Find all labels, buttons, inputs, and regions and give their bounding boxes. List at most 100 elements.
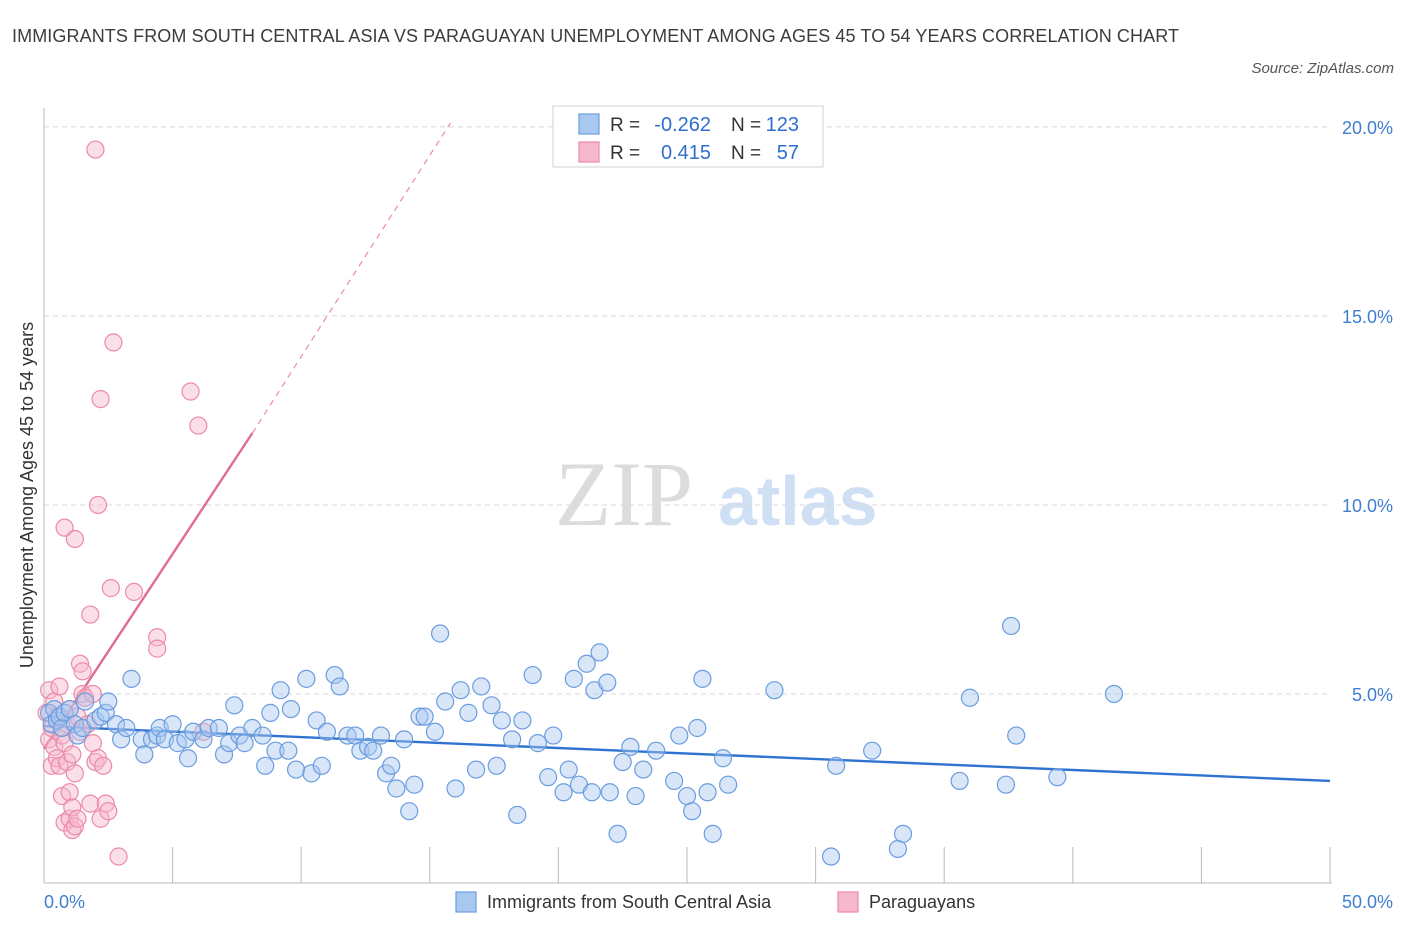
south-central-asia-point [425, 722, 445, 741]
paraguayan-point [86, 140, 105, 159]
paraguayan-point [91, 389, 110, 409]
south-central-asia-point [451, 681, 470, 700]
paraguayan-point [83, 684, 102, 704]
paraguayan-point [73, 662, 92, 681]
south-central-asia-point [863, 741, 882, 760]
south-central-asia-point [647, 741, 666, 760]
south-central-asia-point [621, 737, 640, 757]
south-central-asia-points [40, 616, 1124, 866]
paraguayan-point [63, 745, 82, 764]
south-central-asia-point [330, 677, 349, 696]
south-central-asia-point [117, 718, 136, 738]
south-central-asia-point [297, 669, 316, 688]
south-central-asia-point [382, 756, 401, 775]
south-central-asia-point [446, 779, 465, 798]
watermark-zip: ZIP [555, 443, 693, 545]
south-central-asia-point [307, 711, 326, 730]
paraguayan-point [65, 529, 84, 549]
south-central-asia-point [582, 783, 601, 802]
south-central-asia-point [1007, 726, 1026, 745]
south-central-asia-point [256, 756, 275, 775]
south-central-asia-point [317, 722, 337, 741]
paraguayan-trend-line [42, 432, 254, 750]
south-central-asia-point [1001, 616, 1021, 636]
paraguayan-point [94, 756, 113, 775]
south-central-asia-point [430, 624, 450, 643]
south-central-asia-point [266, 741, 285, 760]
y-tick-label: 5.0% [1352, 685, 1393, 705]
south-central-asia-point [608, 824, 627, 843]
south-central-asia-point [683, 802, 702, 821]
y-tick-labels: 5.0% 10.0% 15.0% 20.0% [1342, 118, 1393, 705]
south-central-asia-point [302, 764, 321, 783]
legend-r-label-1: R = [610, 115, 640, 136]
south-central-asia-point [950, 771, 969, 791]
south-central-asia-point [279, 741, 298, 760]
south-central-asia-point [703, 824, 722, 843]
south-central-asia-point [523, 665, 542, 685]
south-central-asia-point [693, 669, 712, 688]
paraguayan-point [124, 582, 144, 602]
south-central-asia-point [487, 756, 506, 775]
south-central-asia-point [436, 692, 455, 711]
south-central-asia-point [893, 824, 913, 843]
south-central-asia-point [528, 734, 547, 753]
south-central-asia-point [184, 722, 203, 741]
south-central-asia-point [214, 745, 234, 764]
paraguayan-point [189, 416, 208, 435]
south-central-asia-point [765, 681, 784, 700]
south-central-asia-point [225, 696, 244, 715]
paraguayan-point [101, 579, 120, 598]
south-central-asia-point [508, 805, 527, 825]
south-central-asia-point [325, 665, 344, 685]
south-central-asia-point [482, 696, 501, 715]
paraguayan-point [50, 677, 69, 696]
paraguayan-point [63, 798, 82, 817]
south-central-asia-point [665, 771, 684, 791]
south-central-asia-point [253, 726, 272, 745]
series-legend-label-pink: Paraguayans [869, 892, 975, 912]
south-central-asia-point [613, 752, 632, 772]
south-central-asia-point [960, 688, 980, 707]
paraguayan-point [81, 794, 100, 813]
y-axis-label: Unemployment Among Ages 45 to 54 years [17, 322, 37, 668]
south-central-asia-point [286, 760, 306, 779]
south-central-asia-point [122, 669, 141, 688]
south-central-asia-point [827, 756, 846, 775]
south-central-asia-point [564, 669, 583, 688]
legend-n-value-2: 57 [777, 142, 799, 164]
gridlines [44, 126, 1330, 695]
south-central-asia-point [590, 643, 609, 662]
legend-r-label-2: R = [610, 143, 640, 164]
paraguayan-point [88, 495, 108, 515]
south-central-asia-point [503, 730, 522, 749]
paraguayan-point [81, 605, 100, 624]
south-central-asia-point [371, 726, 391, 745]
south-central-asia-point [405, 775, 424, 794]
south-central-asia-point [99, 692, 118, 711]
south-central-asia-point [1048, 768, 1067, 787]
paraguayan-point [148, 639, 167, 658]
south-central-asia-point [220, 734, 239, 753]
south-central-asia-point [163, 715, 182, 734]
south-central-asia-point [364, 741, 383, 760]
legend-r-value-2: 0.415 [661, 142, 711, 164]
y-tick-label: 10.0% [1342, 496, 1393, 516]
south-central-asia-point [394, 730, 414, 749]
south-central-asia-point [132, 730, 151, 749]
south-central-asia-point [235, 734, 254, 753]
series-legend-label-blue: Immigrants from South Central Asia [487, 892, 772, 912]
south-central-asia-point [76, 692, 95, 711]
south-central-asia-point [513, 711, 532, 730]
south-central-asia-point [539, 768, 558, 787]
south-central-asia-point [415, 707, 434, 726]
south-central-asia-point [410, 707, 429, 726]
south-central-asia-point [466, 760, 486, 779]
paraguayan-point [55, 518, 74, 537]
south-central-asia-point [577, 654, 596, 673]
south-central-asia-point [670, 726, 689, 745]
south-central-asia-point [135, 745, 154, 764]
south-central-asia-point [209, 718, 228, 738]
south-central-asia-point [634, 760, 653, 779]
